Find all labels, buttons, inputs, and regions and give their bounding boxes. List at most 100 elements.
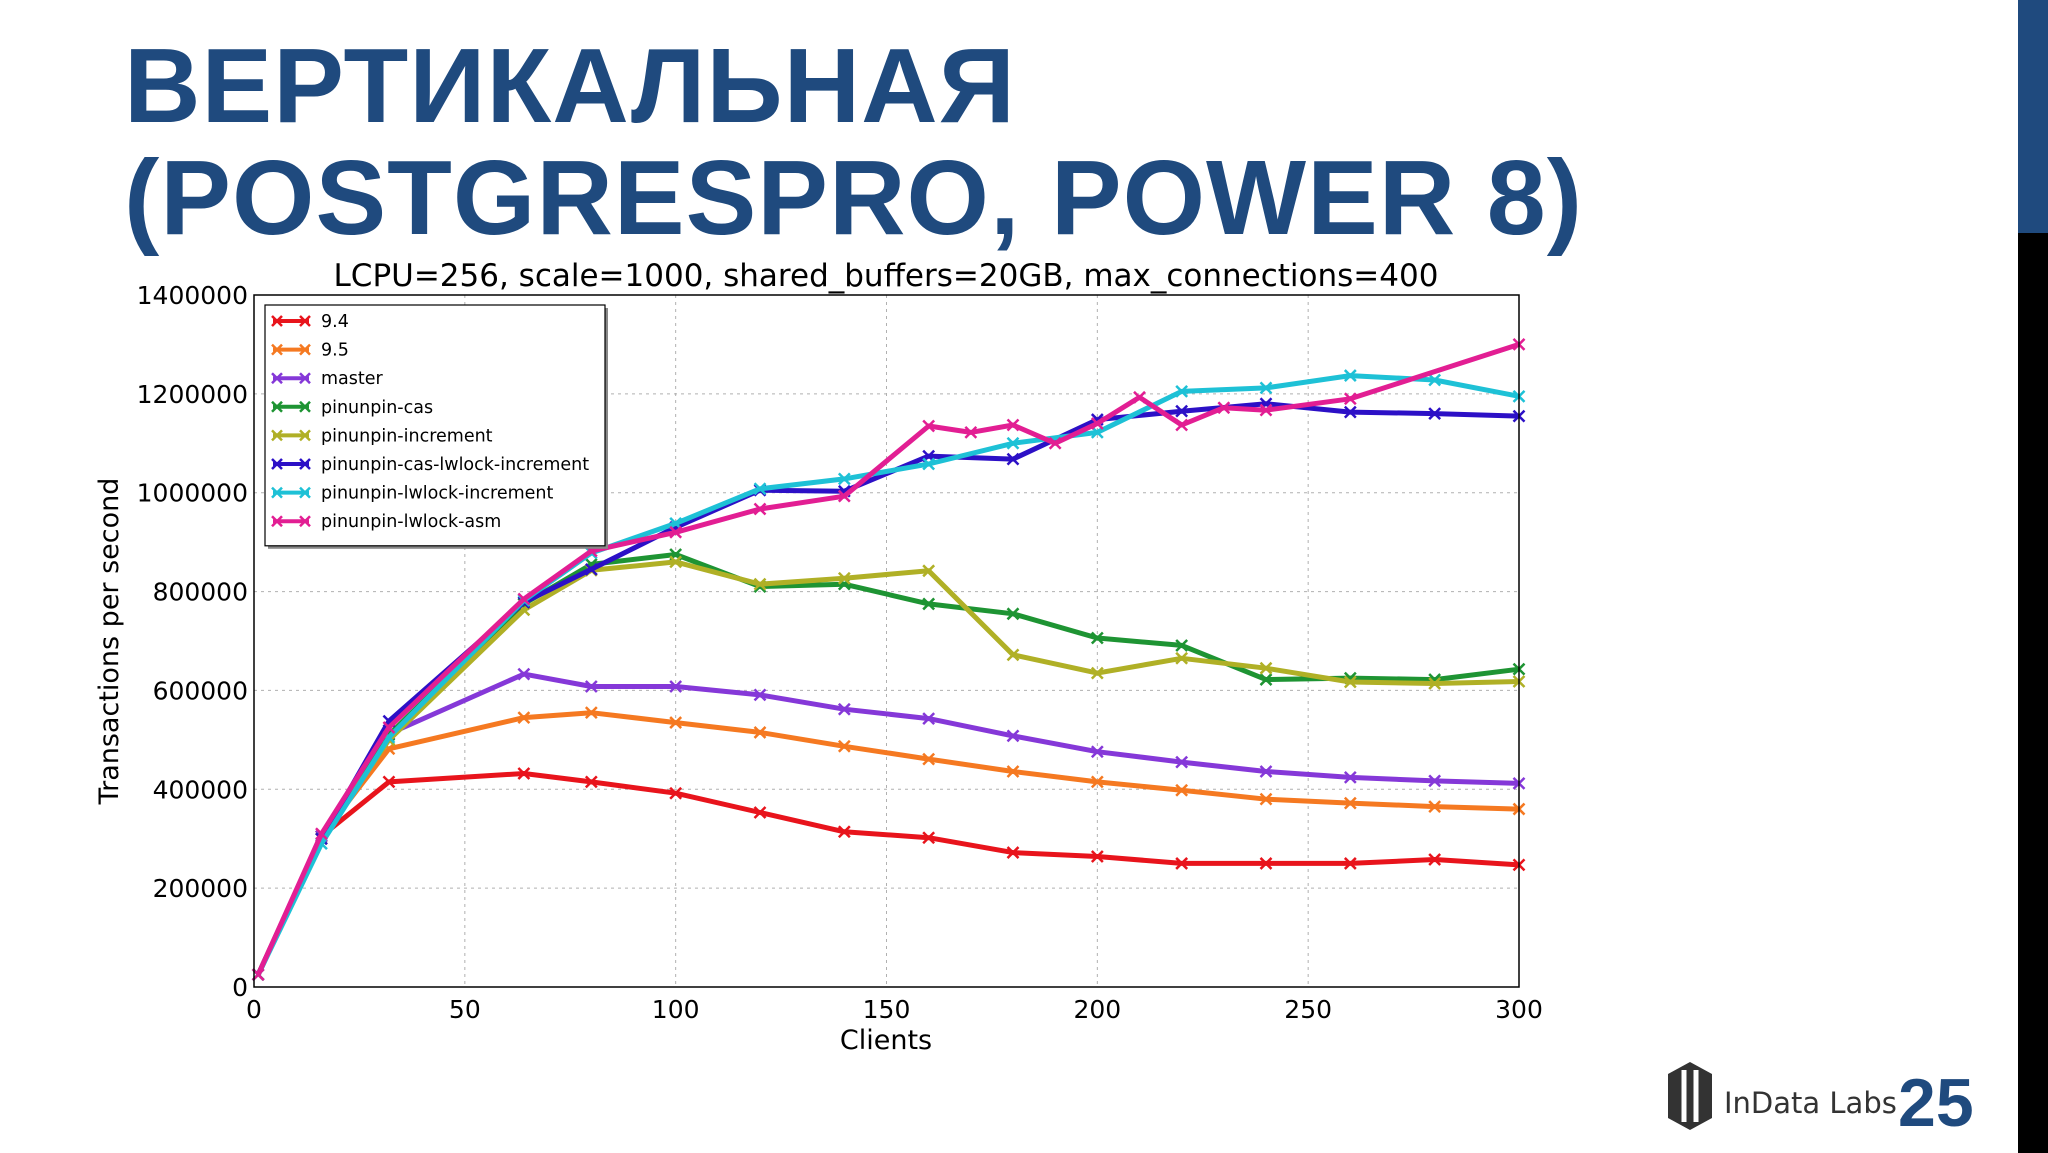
data-point-3-8	[922, 597, 936, 611]
series-7	[251, 338, 1526, 982]
legend-label-7: pinunpin-lwlock-asm	[321, 512, 501, 532]
data-point-0-2	[382, 775, 396, 789]
data-point-1-11	[1175, 783, 1189, 797]
data-point-2-9	[1006, 729, 1020, 743]
data-point-7-9	[964, 426, 978, 439]
data-point-1-7	[837, 739, 851, 753]
data-point-6-7	[837, 472, 851, 486]
data-point-7-1	[315, 827, 328, 841]
data-point-0-7	[837, 825, 851, 839]
data-point-0-5	[669, 786, 683, 800]
data-point-4-9	[1006, 648, 1020, 662]
y-axis-label: Transactions per second	[94, 478, 125, 806]
data-point-0-14	[1428, 853, 1442, 866]
legend-label-1: 9.5	[321, 341, 349, 361]
series-1	[251, 706, 1526, 982]
data-point-7-12	[1090, 417, 1104, 430]
legend-marker-7-1	[299, 515, 311, 528]
data-point-6-11	[1175, 385, 1189, 398]
data-point-7-16	[1259, 403, 1273, 417]
data-point-1-8	[922, 752, 936, 766]
data-point-7-17	[1343, 392, 1357, 406]
legend-label-5: pinunpin-cas-lwlock-increment	[321, 455, 589, 475]
data-point-2-14	[1428, 774, 1442, 788]
data-point-7-3	[517, 592, 531, 606]
data-point-7-8	[922, 419, 936, 433]
data-point-5-13	[1343, 405, 1357, 419]
legend-marker-6-1	[299, 486, 311, 499]
series-0	[251, 767, 1526, 982]
indata-labs-logo-icon	[1668, 1062, 1712, 1130]
data-point-7-10	[1006, 418, 1020, 432]
legend-marker-1-1	[299, 343, 311, 356]
data-point-4-8	[922, 564, 936, 578]
data-point-0-3	[517, 767, 531, 780]
data-point-0-11	[1175, 857, 1189, 870]
legend-marker-4-0	[271, 429, 283, 442]
tps-line-chart: LCPU=256, scale=1000, shared_buffers=20G…	[94, 258, 1543, 1056]
data-point-1-4	[584, 706, 598, 720]
x-axis-label: Clients	[840, 1025, 932, 1056]
data-point-2-7	[837, 702, 851, 716]
chart-legend: 9.4 9.5 master pinunpin-cas pinunpin-increme…	[264, 304, 608, 549]
legend-label-2: master	[321, 369, 384, 389]
data-point-2-13	[1343, 771, 1357, 784]
data-point-3-11	[1175, 639, 1189, 652]
data-point-1-14	[1428, 800, 1442, 813]
slide-title-line1: ВЕРТИКАЛЬНАЯ	[124, 27, 1016, 145]
data-point-1-10	[1090, 775, 1104, 789]
data-point-0-12	[1259, 857, 1273, 870]
legend-marker-5-1	[299, 458, 311, 470]
data-point-6-6	[753, 482, 767, 496]
legend-marker-7-0	[271, 515, 283, 528]
legend-label-0: 9.4	[321, 312, 349, 332]
data-point-4-11	[1175, 651, 1189, 665]
data-point-1-6	[753, 726, 767, 739]
data-point-1-12	[1259, 792, 1273, 806]
data-point-0-8	[922, 831, 936, 845]
data-point-7-6	[753, 502, 767, 516]
legend-box	[264, 304, 606, 547]
series-line-6	[255, 373, 1520, 976]
data-point-2-11	[1175, 755, 1189, 769]
data-point-7-14	[1175, 418, 1189, 432]
x-tick-label-0: 0	[246, 995, 262, 1024]
data-point-2-10	[1090, 745, 1104, 759]
series-2	[251, 667, 1526, 982]
legend-marker-2-1	[299, 372, 311, 385]
legend-marker-5-0	[271, 458, 283, 470]
data-point-6-14	[1428, 373, 1442, 387]
data-point-2-3	[517, 667, 531, 681]
data-point-5-14	[1428, 407, 1442, 421]
chart-tick-labels: 0 50 100 150 200 250 300 0 200000 400000 600000 800…	[137, 281, 1543, 1024]
legend-marker-1-0	[271, 343, 283, 356]
legend-marker-0-0	[271, 315, 283, 327]
data-point-4-12	[1259, 661, 1273, 675]
data-point-6-13	[1343, 369, 1357, 382]
data-point-2-12	[1259, 765, 1273, 778]
series-line-0	[255, 771, 1520, 976]
slide-title: ВЕРТИКАЛЬНАЯ (POSTGRESPRO, POWER 8)	[124, 30, 1583, 254]
x-tick-label-2: 100	[652, 995, 700, 1024]
data-point-4-13	[1343, 675, 1357, 689]
data-point-4-10	[1090, 666, 1104, 680]
data-point-1-13	[1343, 796, 1357, 810]
series-line-3	[255, 552, 1520, 976]
data-point-1-3	[517, 711, 531, 724]
series-line-4	[255, 559, 1520, 976]
accent-bar-black	[2018, 233, 2048, 1153]
legend-marker-0-1	[299, 315, 311, 327]
y-tick-label-4: 800000	[153, 578, 248, 607]
data-point-3-9	[1006, 607, 1020, 621]
data-point-5-9	[1006, 452, 1020, 466]
legend-marker-6-0	[271, 486, 283, 499]
slide-title-line2: (POSTGRESPRO, POWER 8)	[124, 139, 1584, 257]
y-tick-label-0: 0	[232, 973, 248, 1002]
legend-marker-4-1	[299, 429, 311, 442]
data-point-4-14	[1428, 677, 1442, 690]
y-tick-label-3: 600000	[153, 676, 248, 705]
data-point-4-5	[669, 555, 683, 569]
data-point-1-9	[1006, 765, 1020, 778]
logo-text: InData Labs	[1724, 1086, 1897, 1120]
data-point-7-13	[1133, 390, 1146, 404]
